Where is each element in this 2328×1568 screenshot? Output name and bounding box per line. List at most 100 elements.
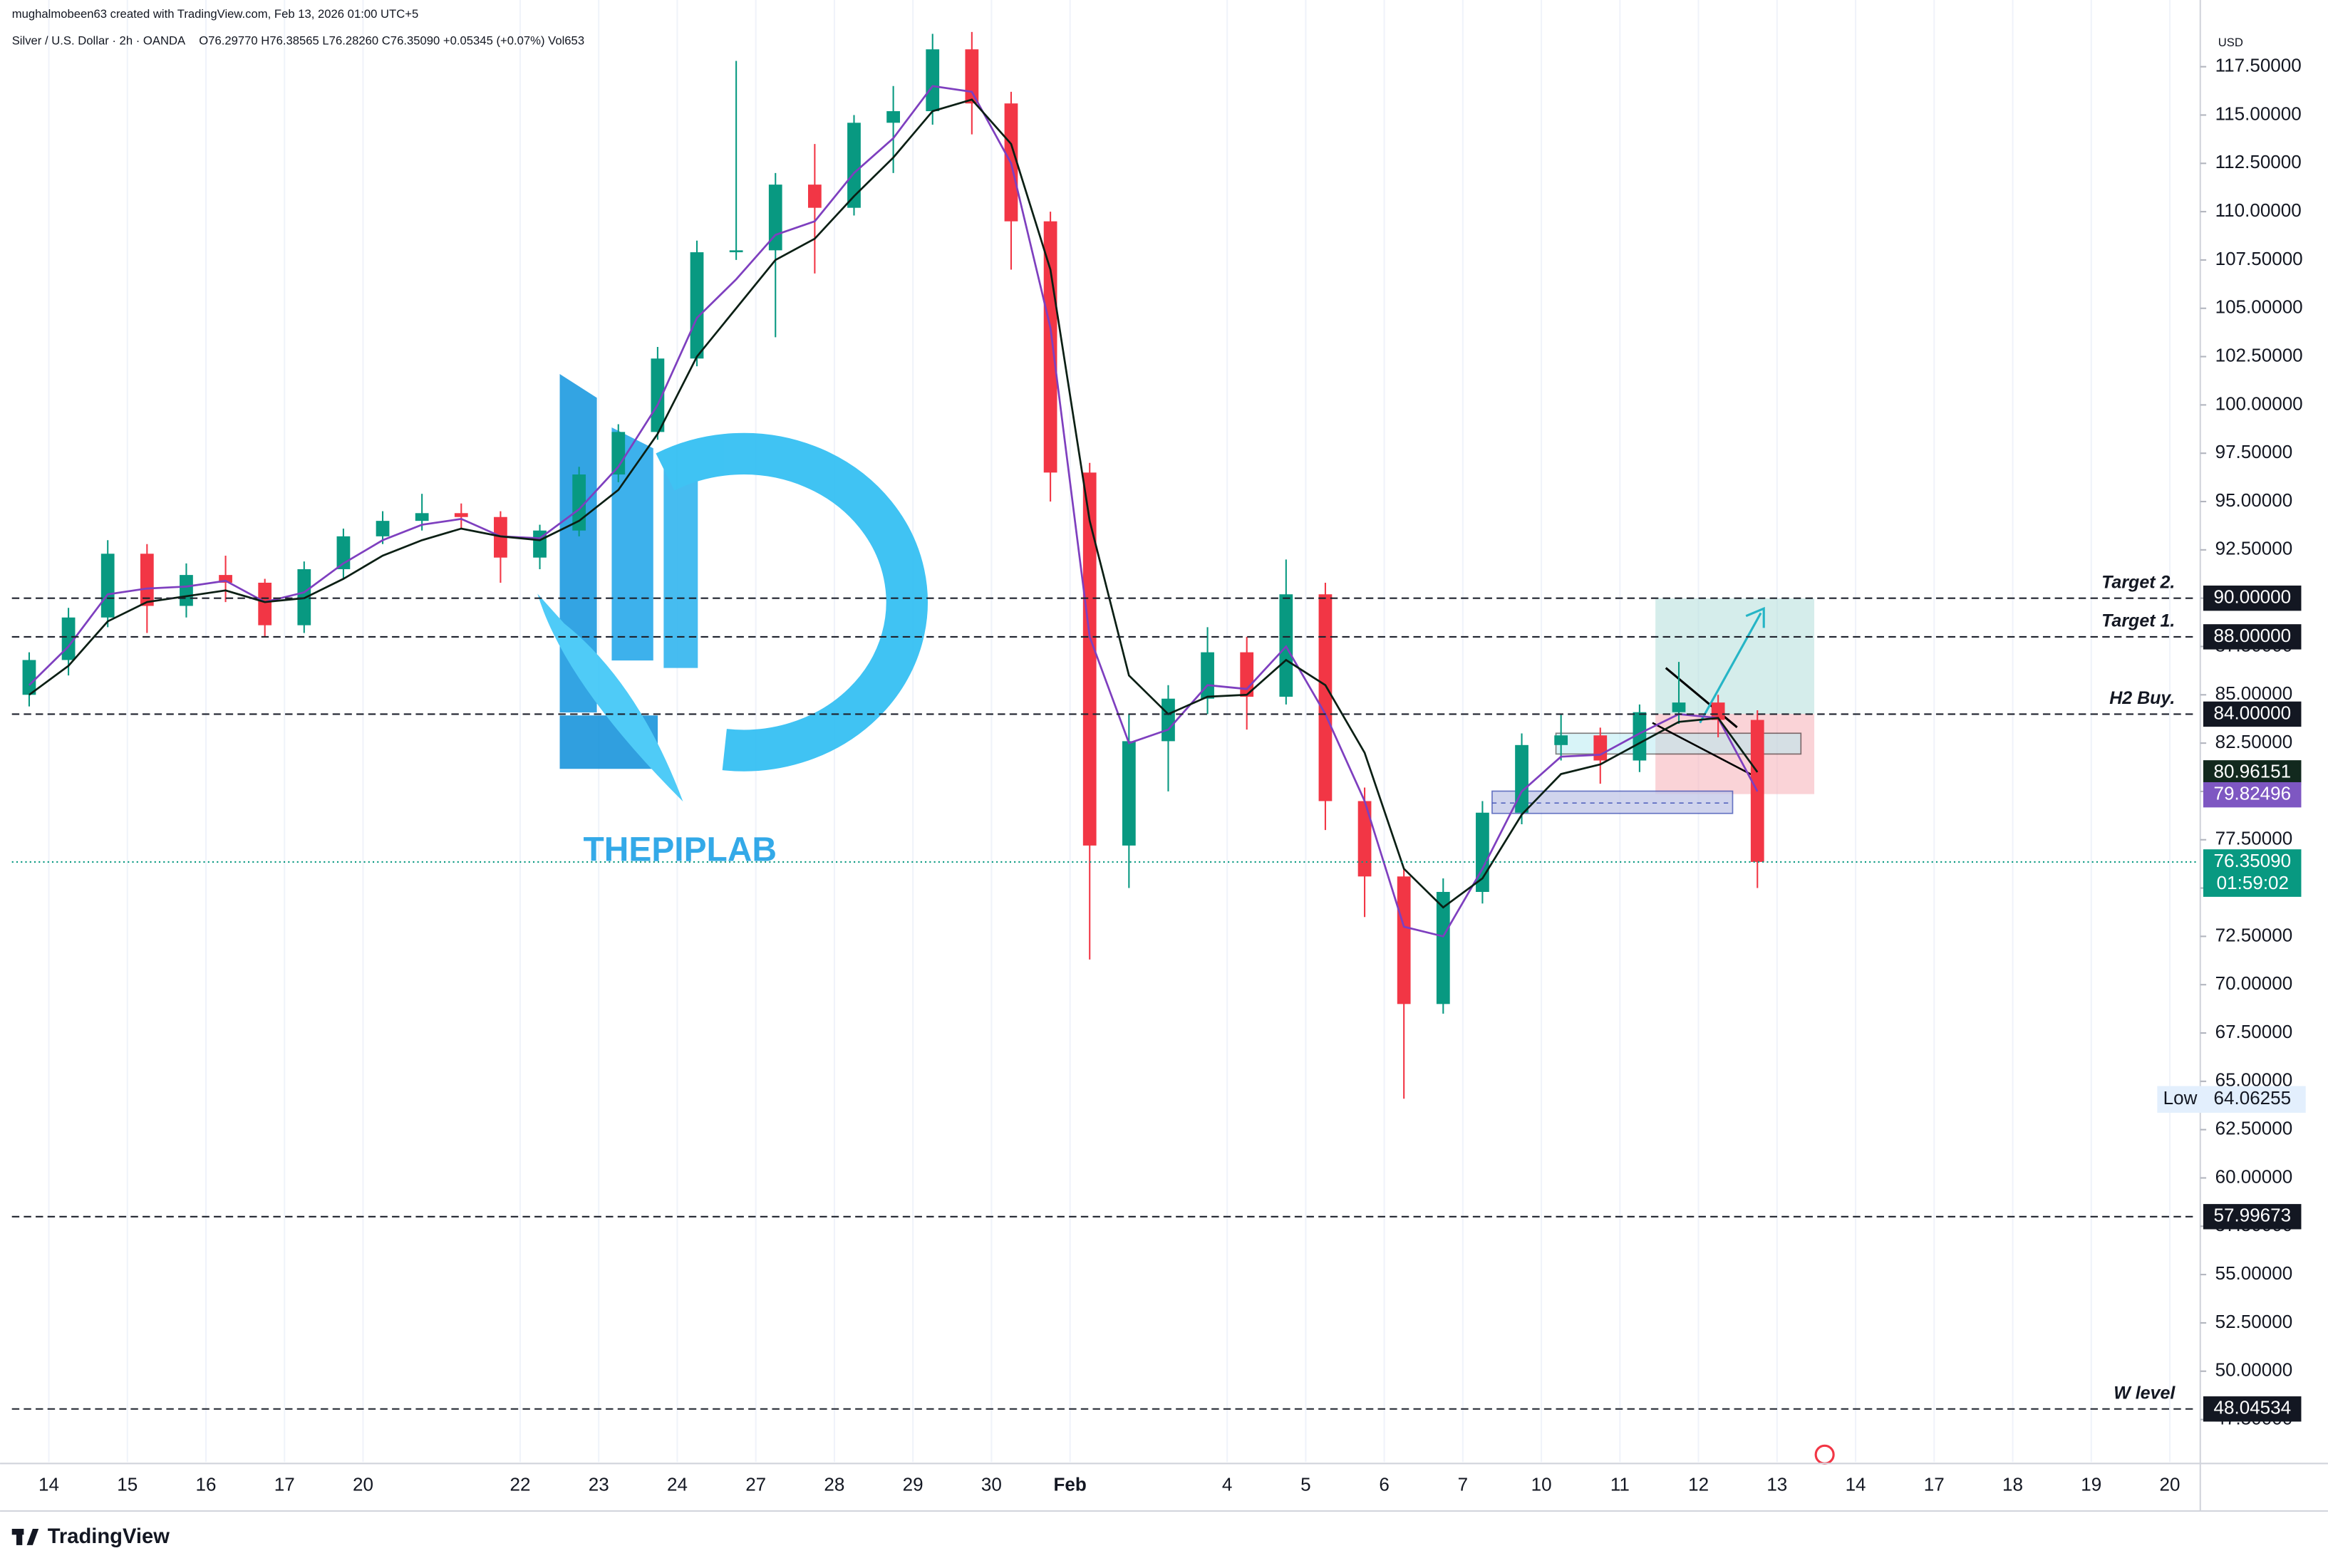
watermark-text: THEPIPLAB bbox=[584, 831, 777, 869]
level-name: H2 Buy. bbox=[2109, 688, 2175, 708]
credit: mughalmobeen63 created with TradingView.… bbox=[12, 7, 419, 21]
arrow bbox=[1699, 612, 1762, 724]
level-tag bbox=[2203, 1204, 2302, 1230]
x-tick-label: 29 bbox=[903, 1473, 924, 1495]
brand-logo bbox=[16, 1528, 23, 1545]
trend-line bbox=[1652, 722, 1753, 776]
candle-body bbox=[1593, 735, 1608, 761]
y-tick-label: 115.00000 bbox=[2215, 103, 2302, 124]
y-tick-label: 77.50000 bbox=[2215, 828, 2293, 849]
candle-body bbox=[180, 575, 193, 606]
price-tag bbox=[2203, 760, 2302, 786]
level-tag-label: 84.00000 bbox=[2214, 702, 2292, 723]
x-tick-label: 20 bbox=[353, 1473, 373, 1495]
candle-body bbox=[1162, 698, 1175, 742]
x-tick-label: 14 bbox=[1846, 1473, 1866, 1495]
candle-body bbox=[1711, 702, 1725, 720]
low-name: Low bbox=[2163, 1087, 2198, 1108]
candle-body bbox=[690, 252, 704, 359]
candle-body bbox=[847, 123, 861, 208]
y-tick-label: 105.00000 bbox=[2215, 296, 2303, 318]
x-tick-label: 27 bbox=[745, 1473, 766, 1495]
candle-body bbox=[1436, 891, 1450, 1004]
ohlc-values: O76.29770 H76.38565 L76.28260 C76.35090 … bbox=[199, 34, 584, 48]
x-tick-label: 12 bbox=[1688, 1473, 1709, 1495]
x-tick-label: 10 bbox=[1531, 1473, 1552, 1495]
x-tick-label: 22 bbox=[509, 1473, 530, 1495]
y-tick-label: 55.00000 bbox=[2215, 1262, 2293, 1284]
y-tick-label: 102.50000 bbox=[2215, 344, 2303, 365]
candle-body bbox=[807, 185, 822, 208]
x-tick-label: 30 bbox=[981, 1473, 1002, 1495]
candle-body bbox=[1318, 594, 1333, 801]
candle-body bbox=[1476, 812, 1489, 892]
y-tick-label: 97.50000 bbox=[2215, 441, 2293, 462]
low-label: 64.06255 bbox=[2214, 1087, 2292, 1108]
x-tick-label: 28 bbox=[824, 1473, 844, 1495]
y-tick-label: 100.00000 bbox=[2215, 393, 2303, 414]
y-tick-label: 60.00000 bbox=[2215, 1165, 2293, 1187]
candle-body bbox=[1397, 876, 1411, 1004]
x-tick-label: 17 bbox=[1924, 1473, 1945, 1495]
candle-body bbox=[219, 575, 232, 583]
x-tick-label: Feb bbox=[1054, 1473, 1087, 1495]
x-tick-label: 17 bbox=[274, 1473, 295, 1495]
candle-body bbox=[926, 49, 940, 112]
y-tick-label: 72.50000 bbox=[2215, 924, 2293, 945]
y-tick-label: 62.50000 bbox=[2215, 1118, 2293, 1139]
level-tag bbox=[2203, 1396, 2302, 1422]
level-tag-label: 90.00000 bbox=[2214, 586, 2292, 608]
x-tick-label: 16 bbox=[196, 1473, 217, 1495]
y-tick-label: 95.00000 bbox=[2215, 489, 2293, 511]
x-tick-label: 13 bbox=[1766, 1473, 1787, 1495]
level-name: Target 1. bbox=[2101, 611, 2175, 631]
x-tick-label: 23 bbox=[589, 1473, 609, 1495]
grid bbox=[48, 0, 2171, 1463]
x-tick-label: 7 bbox=[1458, 1473, 1468, 1495]
logo-arc bbox=[656, 432, 928, 772]
target-zone bbox=[1655, 598, 1815, 715]
watermark-logo: THEPIPLAB bbox=[537, 374, 928, 869]
x-tick-label: 18 bbox=[2002, 1473, 2023, 1495]
level-tag-label: 88.00000 bbox=[2214, 625, 2292, 646]
candle-body bbox=[611, 432, 626, 475]
x-tick-label: 5 bbox=[1300, 1473, 1310, 1495]
candle-body bbox=[22, 660, 36, 695]
candle-body bbox=[258, 582, 272, 625]
x-tick-label: 20 bbox=[2160, 1473, 2180, 1495]
logo-swoosh bbox=[537, 593, 683, 802]
candle-body bbox=[729, 250, 743, 253]
candle-body bbox=[1201, 652, 1214, 699]
y-tick-label: 67.50000 bbox=[2215, 1021, 2293, 1042]
y-tick-label: 112.50000 bbox=[2215, 151, 2302, 172]
moving-average bbox=[29, 98, 1759, 909]
candle-body bbox=[886, 111, 900, 123]
candle-body bbox=[1672, 702, 1686, 712]
y-tick-label: 52.50000 bbox=[2215, 1311, 2293, 1332]
level-tag-label: 48.04534 bbox=[2214, 1397, 2292, 1418]
candle-body bbox=[1633, 712, 1647, 761]
candle-body bbox=[651, 358, 665, 432]
candle-body bbox=[965, 49, 979, 104]
arrow-head bbox=[1745, 606, 1765, 628]
candle-body bbox=[1554, 735, 1568, 745]
level-name: W level bbox=[2114, 1383, 2176, 1403]
candle-body bbox=[454, 513, 468, 517]
x-tick-label: 14 bbox=[38, 1473, 59, 1495]
x-tick-label: 24 bbox=[667, 1473, 688, 1495]
y-tick-label: 117.50000 bbox=[2215, 55, 2302, 76]
candle-body bbox=[140, 554, 154, 606]
brand-name: TradingView bbox=[48, 1525, 170, 1548]
low-tag-bg bbox=[2157, 1086, 2306, 1113]
x-tick-label: 15 bbox=[117, 1473, 138, 1495]
candle-body bbox=[1082, 472, 1097, 846]
brand: TradingView bbox=[11, 1525, 170, 1548]
candle-body bbox=[415, 513, 429, 521]
candle-body bbox=[1515, 744, 1528, 813]
event-flag bbox=[1814, 1444, 1835, 1465]
currency: USD bbox=[2218, 36, 2243, 49]
levels: Target 2. Target 1. H2 Buy. W level bbox=[11, 572, 2198, 1410]
candle-body bbox=[1122, 741, 1136, 846]
